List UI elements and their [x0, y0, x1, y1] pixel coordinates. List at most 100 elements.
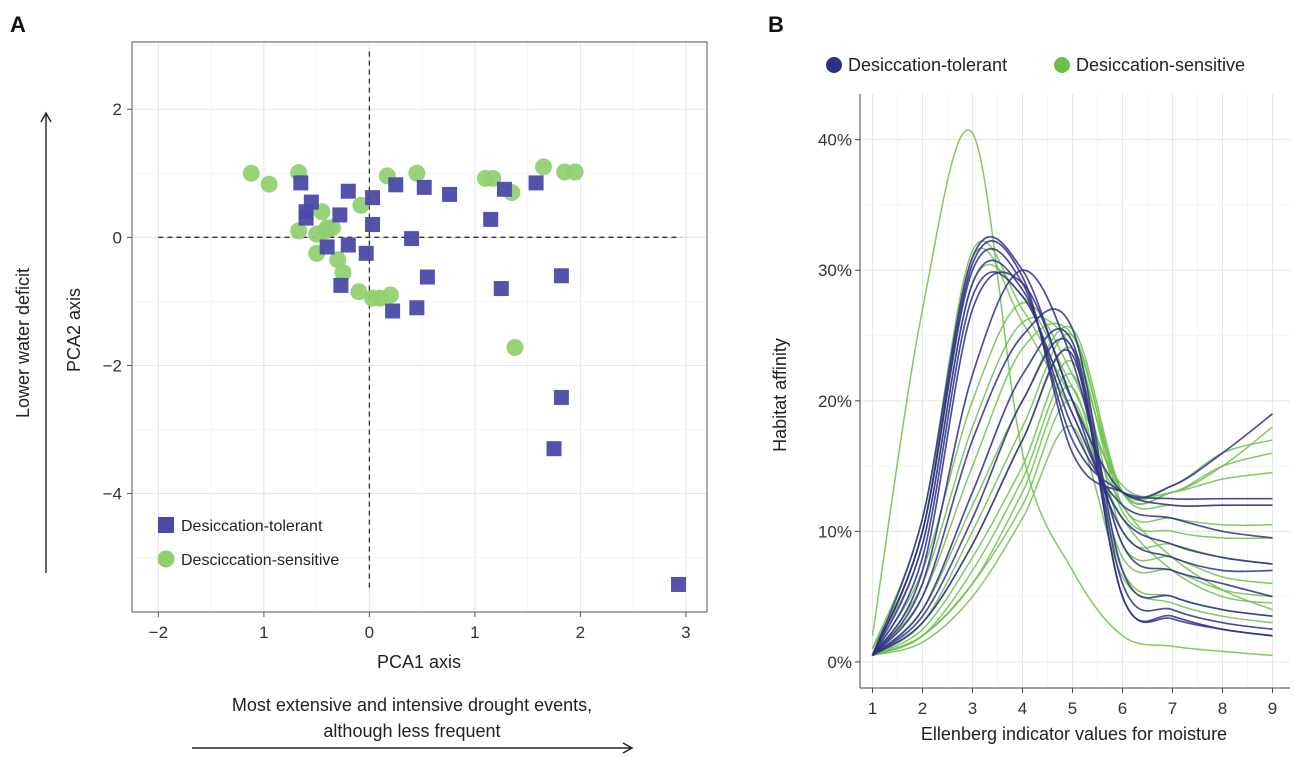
tolerant-point	[671, 576, 687, 592]
legend-label-tolerant: Desiccation-tolerant	[181, 518, 323, 535]
legend-label-sensitive: Desciccation-sensitive	[181, 552, 339, 569]
line-chart-legend: Desiccation-tolerant Desiccation-sensiti…	[826, 55, 1245, 75]
tolerant-point	[493, 281, 509, 297]
line-chart-x-axis-label: Ellenberg indicator values for moisture	[921, 724, 1227, 744]
tolerant-point	[553, 268, 569, 284]
line-x-tick-label: 9	[1268, 699, 1277, 718]
tolerant-point	[293, 175, 309, 191]
sensitive-point	[408, 164, 426, 182]
tolerant-point	[319, 239, 335, 255]
scatter-x-tick-label: 1	[470, 623, 479, 642]
tolerant-species-line	[871, 338, 1273, 657]
legend-circle-marker	[157, 550, 175, 568]
line-x-tick-label: 7	[1168, 699, 1177, 718]
sensitive-point	[334, 264, 352, 282]
sensitive-species-line	[871, 129, 1273, 657]
line-x-tick-label: 6	[1118, 699, 1127, 718]
legend-square-marker	[158, 517, 174, 533]
scatter-zero-lines	[158, 51, 681, 590]
legend-text-sensitive: Desiccation-sensitive	[1076, 55, 1245, 75]
tolerant-point	[419, 269, 435, 285]
scatter-x-tick-label: −2	[149, 623, 168, 642]
legend-text-tolerant: Desiccation-tolerant	[848, 55, 1007, 75]
tolerant-species-line	[871, 271, 1273, 656]
scatter-y-tick-label: 2	[113, 100, 122, 119]
tolerant-point	[358, 245, 374, 261]
line-y-tick-label: 10%	[818, 522, 852, 541]
tolerant-point	[416, 179, 432, 195]
legend-dot-sensitive	[1054, 57, 1070, 73]
scatter-gridlines	[132, 42, 707, 612]
scatter-plot-frame	[131, 41, 708, 613]
line-chart-tick-labels: 1 2 3 4 5 6 7 8 9 0% 10% 20% 30% 40%	[818, 131, 1277, 718]
tolerant-species-line	[871, 308, 1273, 656]
line-x-tick-label: 8	[1218, 699, 1227, 718]
tolerant-species-line	[871, 271, 1273, 656]
scatter-x-tick-label: 0	[365, 623, 374, 642]
line-y-tick-label: 20%	[818, 392, 852, 411]
scatter-plot-background	[132, 42, 707, 612]
tolerant-point	[442, 186, 458, 202]
scatter-x-axis-label: PCA1 axis	[377, 652, 461, 672]
tolerant-point	[553, 389, 569, 405]
sensitive-species-line	[872, 373, 1273, 657]
line-chart-y-axis-label: Habitat affinity	[770, 338, 790, 452]
line-y-tick-label: 40%	[818, 131, 852, 150]
line-chart-gridlines	[860, 94, 1290, 688]
scatter-y-tick-label: 0	[113, 228, 122, 247]
sensitive-point	[566, 163, 584, 181]
scatter-y-tick-label: −4	[103, 485, 122, 504]
x-arrow-label-line1: Most extensive and intensive drought eve…	[232, 695, 592, 715]
panel-label-b: B	[768, 12, 784, 37]
sensitive-point	[329, 251, 347, 269]
tolerant-point	[546, 441, 562, 457]
tolerant-point	[483, 211, 499, 227]
sensitive-point	[350, 283, 368, 301]
tolerant-species-line	[872, 349, 1273, 657]
sensitive-point	[534, 158, 552, 176]
scatter-legend: Desiccation-tolerant Desciccation-sensit…	[157, 517, 339, 569]
scatter-x-tick-label: 1	[259, 623, 268, 642]
sensitive-point	[242, 164, 260, 182]
scatter-tick-labels: −2 1 0 1 2 3 2 0 −2 −4	[103, 100, 691, 642]
x-arrow-label-line2: although less frequent	[323, 721, 500, 741]
sensitive-species-line	[871, 322, 1273, 656]
sensitive-point	[260, 175, 278, 193]
tolerant-point	[332, 207, 348, 223]
tolerant-point	[409, 300, 425, 316]
line-y-tick-label: 30%	[818, 261, 852, 280]
tolerant-point	[333, 277, 349, 293]
sensitive-species-line	[872, 333, 1273, 657]
sensitive-point	[290, 222, 308, 240]
tolerant-point	[298, 210, 314, 226]
line-x-tick-label: 1	[868, 699, 877, 718]
scatter-y-axis-label: PCA2 axis	[64, 288, 84, 372]
line-x-tick-label: 3	[968, 699, 977, 718]
tolerant-point	[388, 177, 404, 193]
tolerant-point	[385, 303, 401, 319]
sensitive-point	[381, 286, 399, 304]
tolerant-point	[404, 231, 420, 247]
tolerant-point	[340, 183, 356, 199]
sensitive-point	[318, 219, 336, 237]
tolerant-point	[365, 217, 381, 233]
tolerant-species-line	[871, 328, 1273, 657]
y-arrow-label: Lower water deficit	[13, 268, 33, 418]
tolerant-species-line	[871, 269, 1273, 656]
line-y-tick-label: 0%	[827, 653, 852, 672]
scatter-y-tick-label: −2	[103, 356, 122, 375]
legend-dot-tolerant	[826, 57, 842, 73]
scatter-points	[242, 158, 687, 592]
tolerant-point	[340, 237, 356, 253]
line-x-tick-label: 4	[1018, 699, 1027, 718]
scatter-x-tick-label: 2	[576, 623, 585, 642]
tolerant-point	[528, 175, 544, 191]
tolerant-point	[496, 181, 512, 197]
panel-label-a: A	[10, 12, 26, 37]
scatter-x-tick-label: 3	[681, 623, 690, 642]
line-chart-axes	[859, 94, 1290, 689]
sensitive-point	[506, 338, 524, 356]
line-chart-series	[871, 129, 1274, 657]
tolerant-species-line	[871, 235, 1274, 656]
